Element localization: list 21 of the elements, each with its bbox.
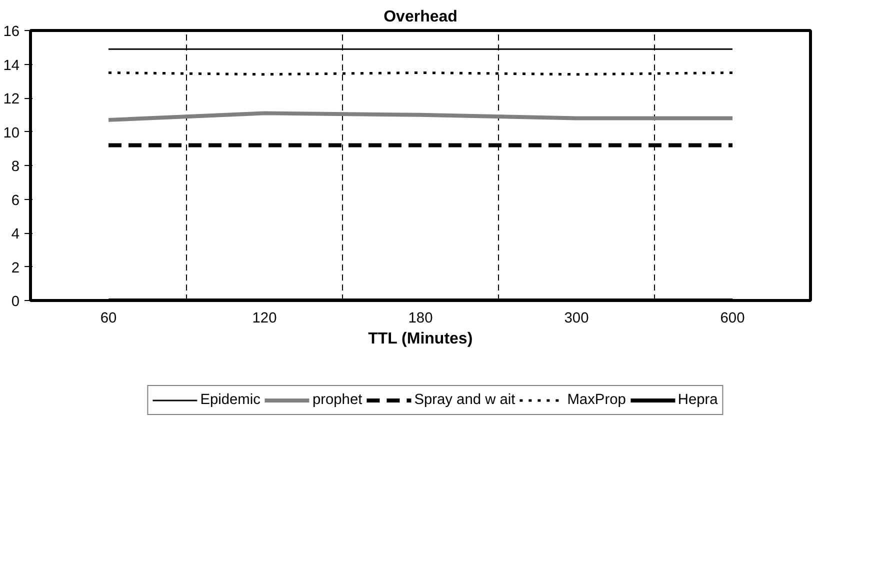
legend-label: MaxProp [567,392,626,408]
x-tick-label: 600 [720,310,745,326]
y-tick-label: 14 [3,58,20,74]
x-tick-label: 120 [252,310,277,326]
y-tick-label: 12 [3,92,20,108]
legend-label: Spray and w ait [414,392,516,408]
chart-title: Overhead [384,8,458,26]
x-tick-label: 300 [564,310,589,326]
y-tick-label: 4 [11,226,20,242]
legend-label: Epidemic [200,392,260,408]
y-tick-label: 2 [11,260,20,276]
x-axis-title: TTL (Minutes) [368,330,473,348]
x-tick-label: 180 [408,310,433,326]
x-tick-label: 60 [100,310,117,326]
legend-label: Hepra [678,392,718,408]
y-tick-label: 0 [11,294,20,310]
y-tick-label: 8 [11,159,20,175]
legend-label: prophet [312,392,362,408]
y-tick-label: 16 [3,24,20,40]
y-tick-label: 6 [11,192,20,209]
y-tick-label: 10 [3,125,20,142]
